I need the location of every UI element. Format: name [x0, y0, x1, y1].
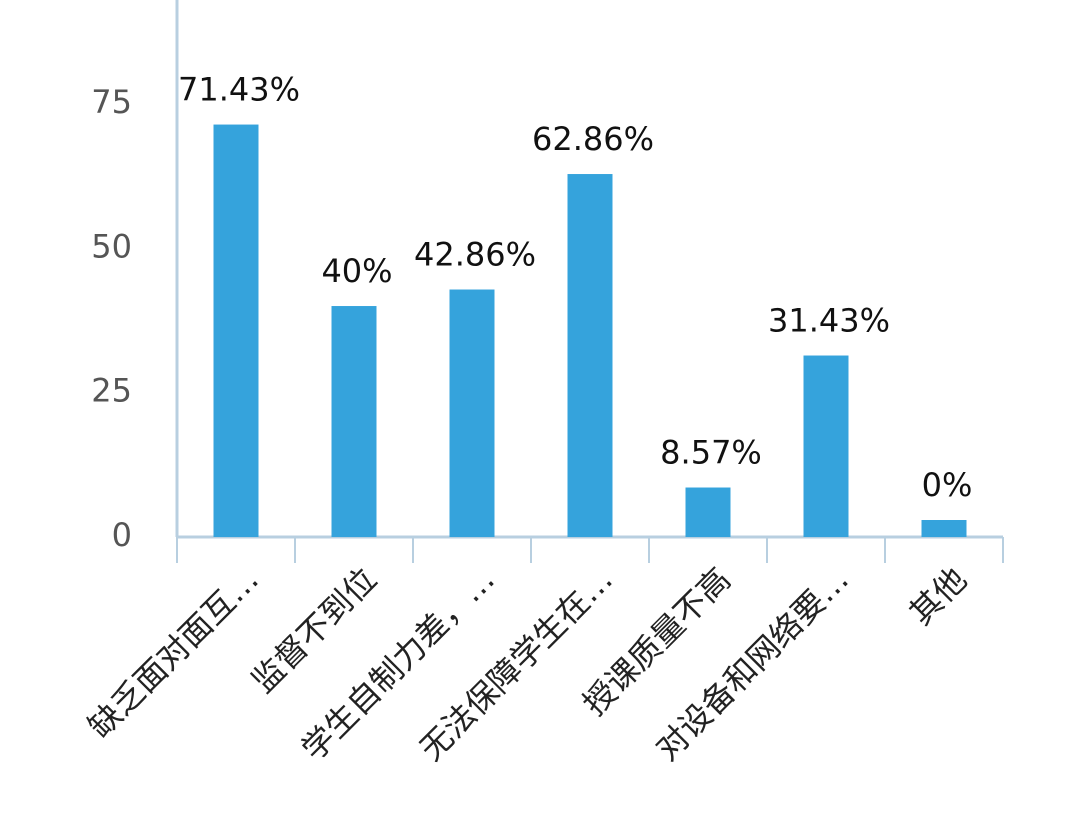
value-label: 62.86% [532, 120, 654, 158]
value-label: 71.43% [178, 71, 300, 109]
bar [449, 289, 495, 537]
y-tick-label: 0 [112, 516, 132, 554]
bar [685, 487, 731, 537]
y-tick-label: 25 [91, 372, 132, 410]
y-tick-label: 75 [91, 83, 132, 121]
bar [921, 520, 967, 537]
x-tick-label: 缺乏面对面互… [81, 560, 266, 745]
bar [803, 355, 849, 537]
bar [331, 306, 377, 537]
value-label: 40% [321, 252, 392, 290]
value-label: 31.43% [768, 302, 890, 340]
value-label: 42.86% [414, 236, 536, 274]
value-label: 0% [922, 466, 973, 504]
y-tick-label: 50 [91, 227, 132, 265]
value-label: 8.57% [660, 434, 762, 472]
bar [213, 124, 259, 538]
x-tick-label: 其他 [902, 560, 974, 632]
bar [567, 174, 613, 538]
